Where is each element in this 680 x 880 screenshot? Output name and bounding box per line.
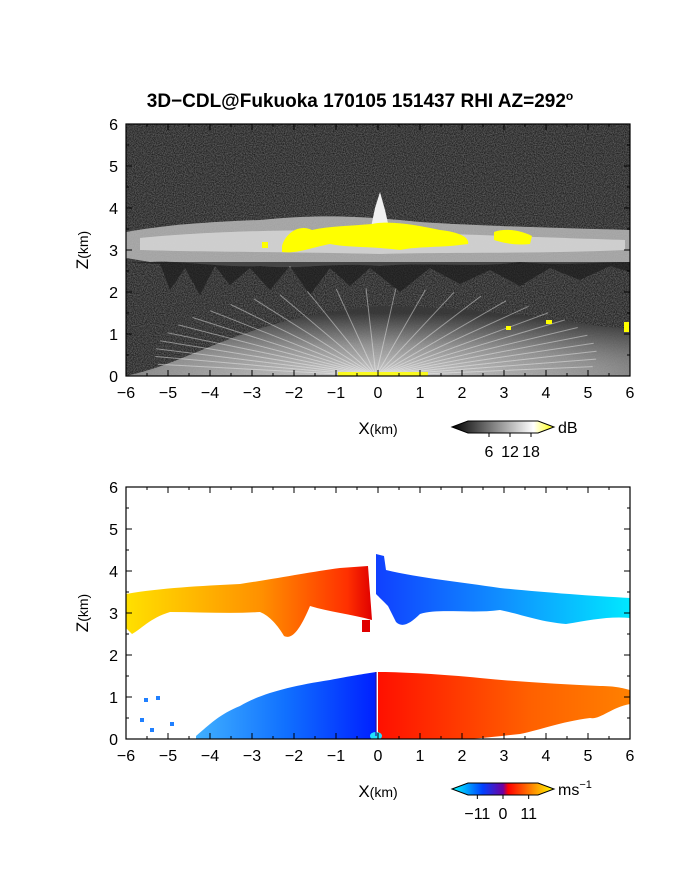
fan-rays <box>155 288 597 376</box>
velocity-heatmap <box>126 487 630 739</box>
x-tick-label: −6 <box>117 748 135 765</box>
velocity-colorbar-unit: ms−1 <box>558 779 592 799</box>
x-tick-label: 6 <box>626 748 635 765</box>
x-tick-label: −3 <box>243 385 261 402</box>
reflectivity-heatmap <box>126 124 630 376</box>
colorbar-tick-label: 11 <box>520 806 537 823</box>
reflectivity-colorbar: 6 12 18 dB <box>450 420 578 461</box>
x-tick-label: 4 <box>542 748 551 765</box>
y-tick-label: 3 <box>109 606 118 623</box>
velocity-xlabel: X(km) <box>358 782 397 801</box>
reflectivity-axis-ticks: −6 −5 −4 −3 −2 −1 0 1 2 3 4 5 6 0 1 2 3 4 5 6 <box>109 117 634 402</box>
x-tick-label: 2 <box>458 385 467 402</box>
x-tick-label: −1 <box>327 748 345 765</box>
velocity-axis-ticks: −6 −5 −4 −3 −2 −1 0 1 2 3 4 5 6 0 1 2 3 4 5 6 <box>109 480 634 765</box>
x-tick-label: 0 <box>374 748 383 765</box>
colorbar-tick-label: 12 <box>501 444 519 461</box>
y-tick-label: 0 <box>109 732 118 749</box>
y-tick-label: 1 <box>109 327 118 344</box>
x-tick-label: 3 <box>500 385 509 402</box>
x-tick-label: −6 <box>117 385 135 402</box>
y-tick-label: 0 <box>109 369 118 386</box>
x-tick-label: −5 <box>159 385 177 402</box>
x-tick-label: 2 <box>458 748 467 765</box>
y-tick-label: 5 <box>109 522 118 539</box>
y-tick-label: 1 <box>109 690 118 707</box>
velocity-ylabel: Z(km) <box>73 594 92 632</box>
figure-title: 3D−CDL@Fukuoka 170105 151437 RHI AZ=292o <box>147 89 574 112</box>
x-tick-label: −1 <box>327 385 345 402</box>
x-tick-label: −2 <box>285 385 303 402</box>
x-tick-label: 5 <box>584 748 593 765</box>
y-tick-label: 4 <box>109 201 118 218</box>
x-tick-label: 1 <box>416 385 425 402</box>
x-tick-label: 3 <box>500 748 509 765</box>
colorbar-tick-label: 6 <box>485 444 494 461</box>
x-tick-label: −4 <box>201 748 219 765</box>
y-tick-label: 6 <box>109 480 118 497</box>
x-tick-label: 4 <box>542 385 551 402</box>
reflectivity-ylabel: Z(km) <box>73 231 92 269</box>
x-tick-label: −4 <box>201 385 219 402</box>
y-tick-label: 2 <box>109 285 118 302</box>
reflectivity-xlabel: X(km) <box>358 419 397 438</box>
x-tick-label: 5 <box>584 385 593 402</box>
y-tick-label: 2 <box>109 648 118 665</box>
x-tick-label: −3 <box>243 748 261 765</box>
x-tick-label: 6 <box>626 385 635 402</box>
x-tick-label: −5 <box>159 748 177 765</box>
x-tick-label: 0 <box>374 385 383 402</box>
colorbar-tick-label: 18 <box>522 444 540 461</box>
y-tick-label: 6 <box>109 117 118 134</box>
velocity-panel: −6 −5 −4 −3 −2 −1 0 1 2 3 4 5 6 0 1 2 3 4 5 6 X(km) Z(km) −… <box>73 480 635 823</box>
y-tick-label: 5 <box>109 159 118 176</box>
colorbar-tick-label: 0 <box>499 806 508 823</box>
colorbar-tick-label: −11 <box>464 806 490 823</box>
y-tick-label: 4 <box>109 564 118 581</box>
reflectivity-colorbar-unit: dB <box>558 420 578 437</box>
velocity-colorbar: −11 0 11 ms−1 <box>450 779 592 823</box>
y-tick-label: 3 <box>109 243 118 260</box>
x-tick-label: 1 <box>416 748 425 765</box>
x-tick-label: −2 <box>285 748 303 765</box>
